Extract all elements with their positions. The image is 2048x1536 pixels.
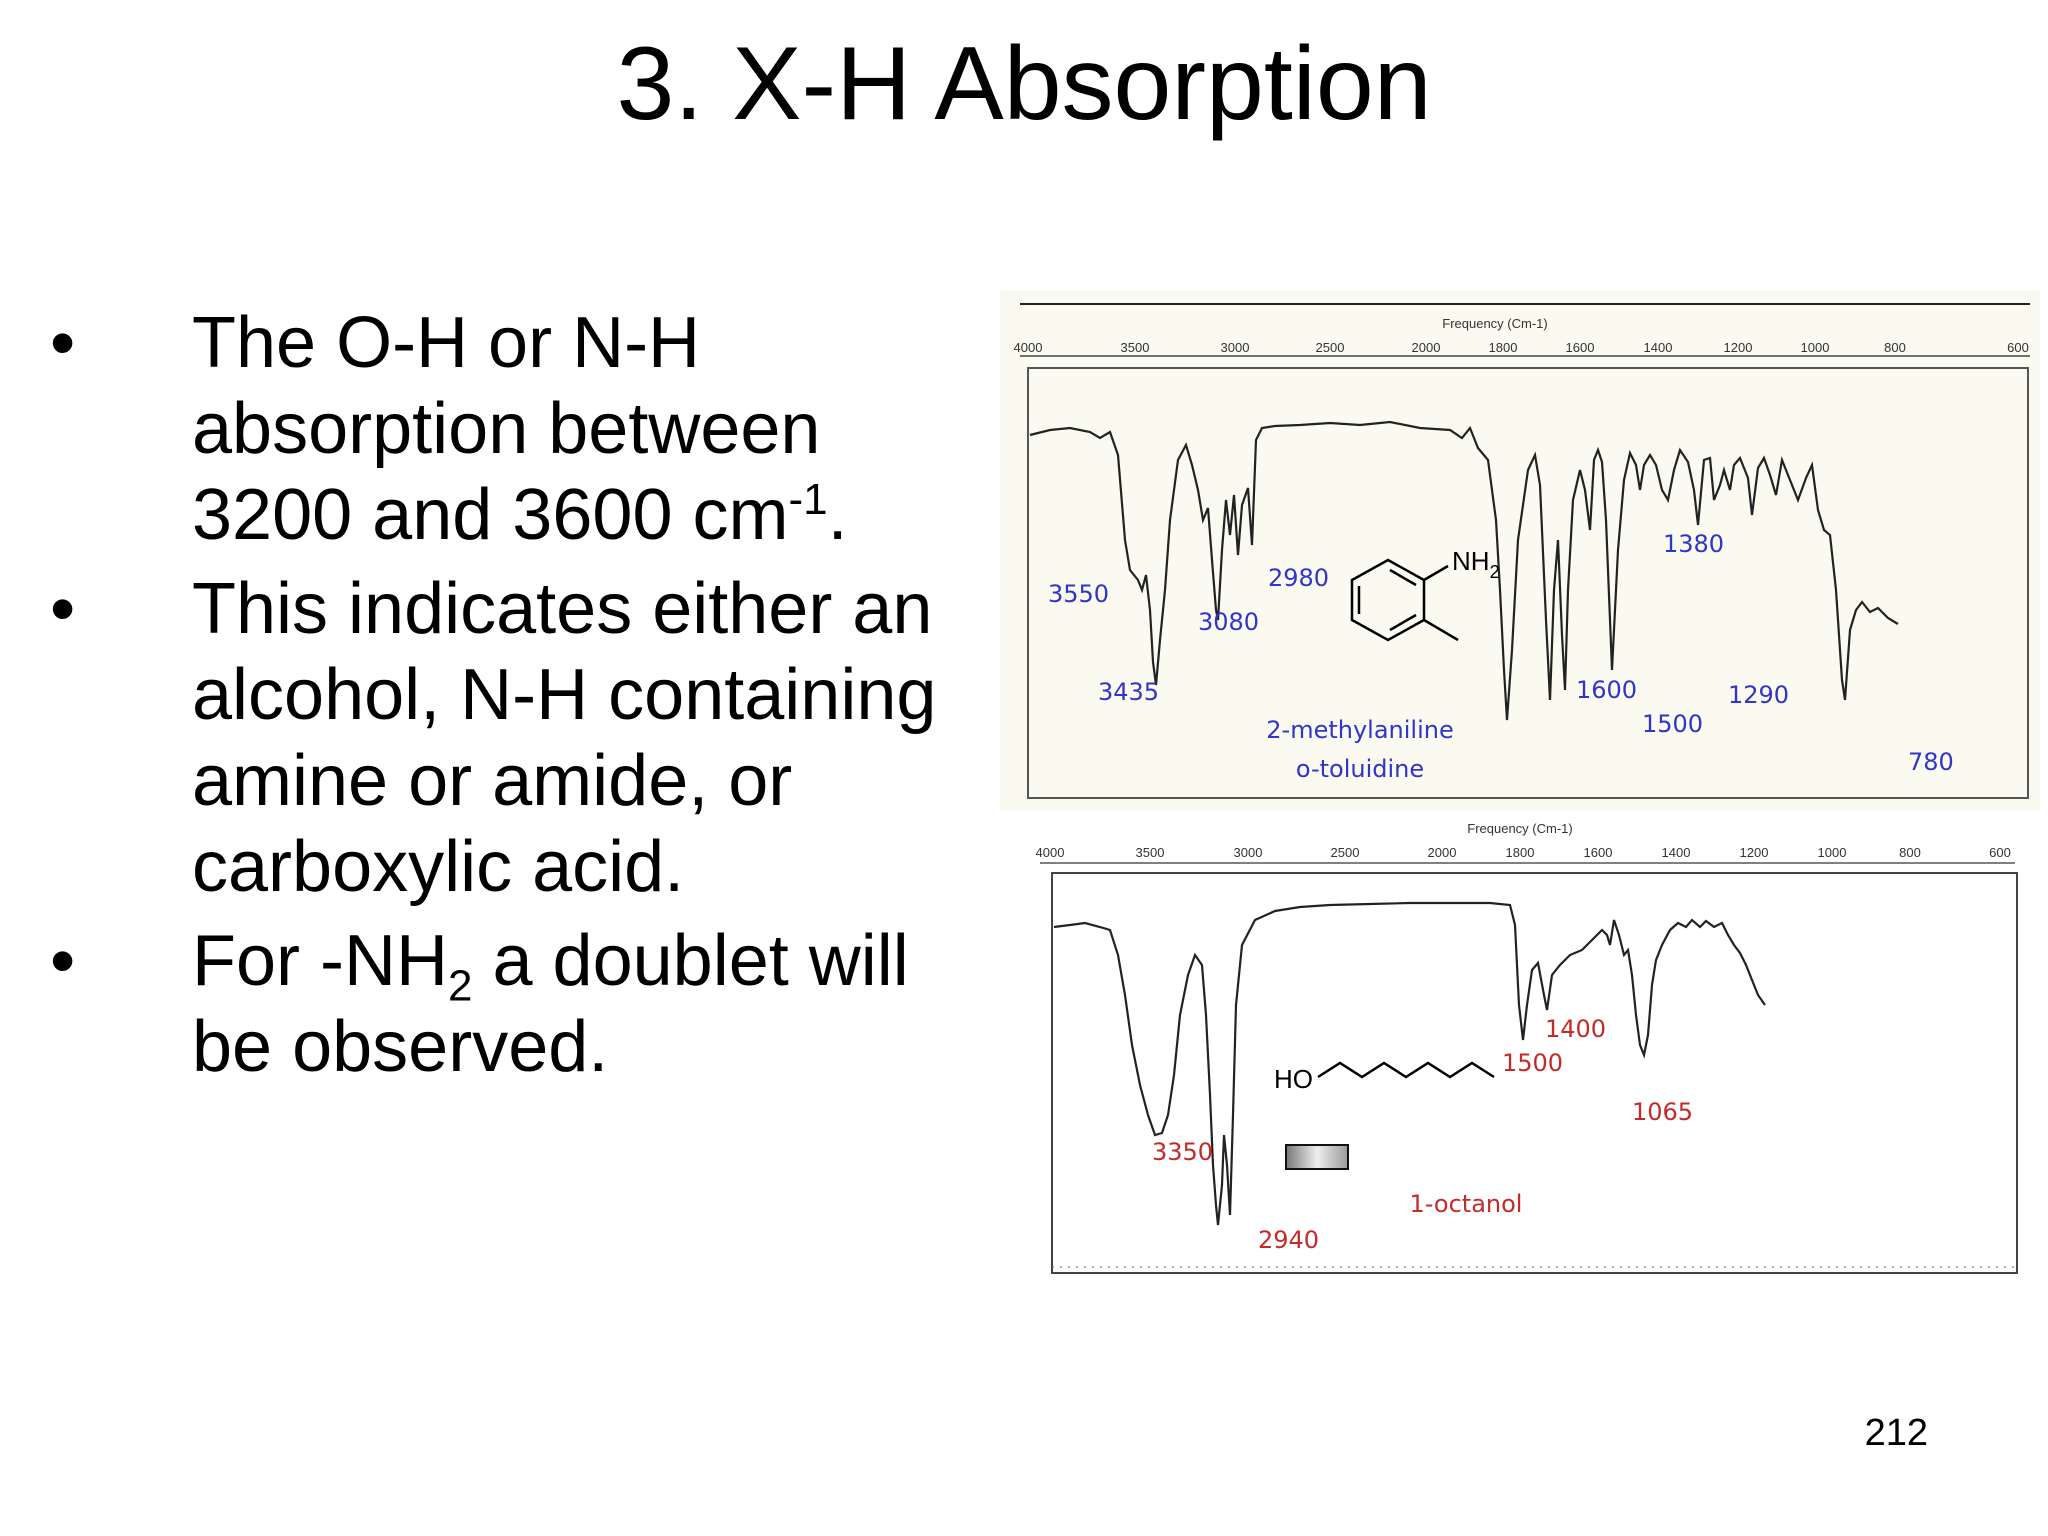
peak-label: 1380 [1663,530,1724,558]
octanol-chain-structure [1317,1061,1495,1079]
tick-label: 1200 [1724,340,1753,355]
bullet-tail: a doublet will be observed. [192,921,909,1087]
peak-label: 3080 [1198,608,1259,636]
tick-label: 2000 [1412,340,1441,355]
bullet-tail: . [827,475,848,555]
page-number: 212 [1864,1412,1928,1454]
bullet-item: • This indicates either an alcohol, N-H … [50,566,950,910]
hydroxyl-group-label: HO [1274,1064,1313,1094]
tick-label: 1800 [1506,845,1535,860]
peak-label: 1500 [1642,710,1703,738]
peak-label: 3550 [1048,580,1109,608]
tick-label: 3000 [1221,340,1250,355]
tick-label: 1800 [1489,340,1518,355]
peak-label: 3435 [1098,678,1159,706]
tick-label: 3000 [1234,845,1263,860]
bullet-list: • The O-H or N-H absorption between 3200… [50,300,950,1098]
tick-label: 2500 [1331,845,1360,860]
ir-spectrum-octanol: Frequency (Cm-1) 4000 3500 3000 2500 200… [1010,815,2040,1285]
ir-spectrum-toluidine: Frequency (Cm-1) 4000 3500 3000 2500 200… [1000,290,2040,810]
peak-label: 1290 [1728,681,1789,709]
tick-label: 1000 [1818,845,1847,860]
tick-label: 3500 [1136,845,1165,860]
peak-label: 780 [1908,748,1954,776]
spectrum-trace [1029,420,1899,721]
benzene-ring-structure [1350,558,1459,642]
tick-label: 600 [2007,340,2029,355]
peak-label: 3350 [1152,1138,1213,1166]
bullet-text: This indicates either an alcohol, N-H co… [192,569,937,907]
peak-label: 1065 [1632,1098,1693,1126]
peak-labels: 3350 2940 1400 1500 1065 [1152,1015,1693,1254]
peak-label: 1400 [1545,1015,1606,1043]
bullet-text: The O-H or N-H absorption between 3200 a… [192,303,821,555]
tick-label: 2000 [1428,845,1457,860]
bullet-text: For -NH [192,921,448,1001]
tick-label: 800 [1884,340,1906,355]
spectrum-trace [1053,901,1766,1226]
compound-name: 2-methylaniline [1266,716,1453,744]
tick-label: 1600 [1584,845,1613,860]
peak-label: 2940 [1258,1226,1319,1254]
bullet-marker: • [50,921,76,1001]
compound-alt-name: o-toluidine [1296,755,1424,783]
bullet-item: • For -NH2 a doublet will be observed. [50,918,950,1090]
tick-label: 1200 [1740,845,1769,860]
peak-label: 1500 [1502,1049,1563,1077]
bullet-subscript: 2 [447,961,473,1011]
tick-label: 3500 [1121,340,1150,355]
peak-label: 1600 [1576,676,1637,704]
tick-label: 4000 [1036,845,1065,860]
peak-label: 2980 [1268,564,1329,592]
tick-label: 600 [1989,845,2011,860]
plot-frame [1027,367,2029,799]
tick-label: 1400 [1662,845,1691,860]
plot-frame [1051,872,2018,1274]
tick-label: 1000 [1801,340,1830,355]
tick-label: 2500 [1316,340,1345,355]
bullet-item: • The O-H or N-H absorption between 3200… [50,300,950,558]
tick-label: 800 [1899,845,1921,860]
bullet-marker: • [50,569,76,649]
slide-title: 3. X-H Absorption [616,26,1432,142]
axis-ticks: 4000 3500 3000 2500 2000 1800 1600 1400 … [1014,340,2029,355]
bullet-superscript: -1 [788,475,828,524]
tick-label: 1600 [1566,340,1595,355]
axis-title: Frequency (Cm-1) [1467,821,1572,836]
tick-label: 1400 [1644,340,1673,355]
tick-label: 4000 [1014,340,1043,355]
amine-group-label: NH2 [1452,546,1500,582]
axis-ticks: 4000 3500 3000 2500 2000 1800 1600 1400 … [1036,845,2011,860]
peak-labels: 3550 3435 3080 2980 1380 1600 1500 1290 … [1048,530,1954,776]
bullet-marker: • [50,303,76,383]
axis-title: Frequency (Cm-1) [1442,316,1547,331]
compound-name: 1-octanol [1410,1190,1523,1218]
gray-bar-marker [1285,1144,1349,1170]
